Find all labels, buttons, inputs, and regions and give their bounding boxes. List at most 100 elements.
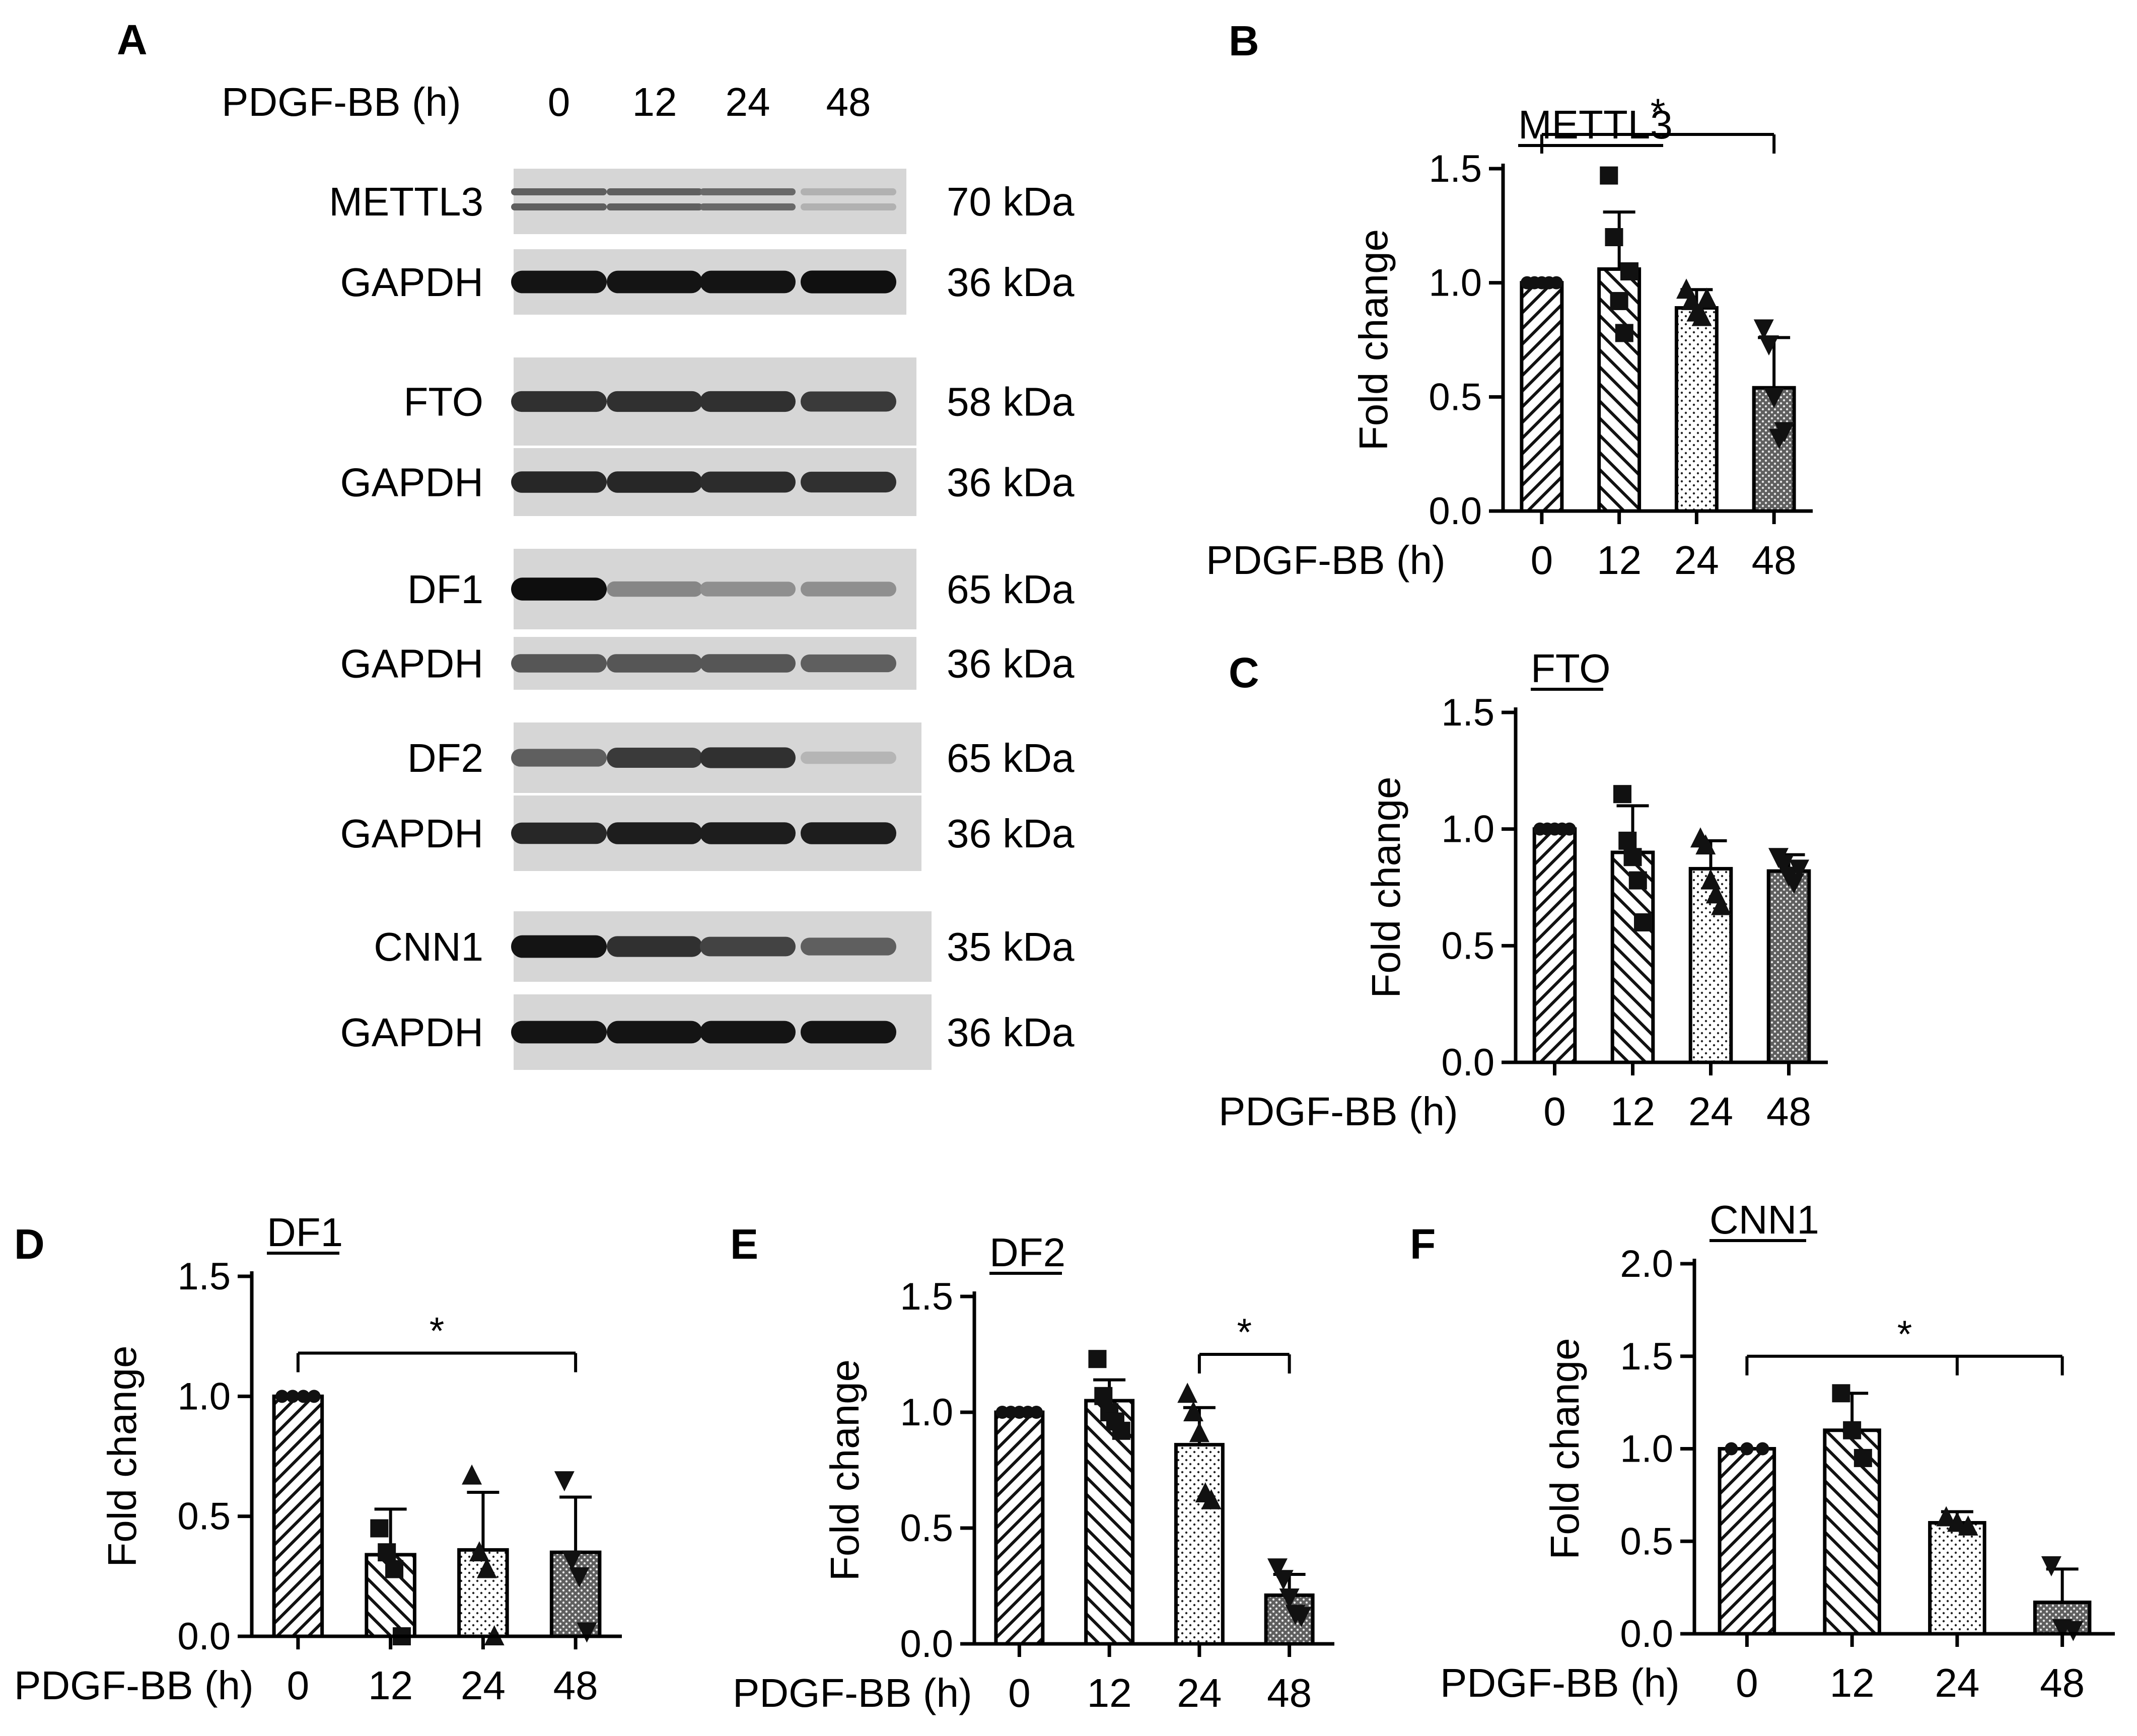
blot-band xyxy=(700,747,796,768)
data-point xyxy=(307,1390,321,1403)
blot-band xyxy=(700,822,796,844)
data-point xyxy=(1610,292,1628,310)
data-point xyxy=(1691,306,1712,326)
blot-band xyxy=(700,654,796,673)
x-tick-label: 48 xyxy=(1752,538,1797,583)
chart-panel-d: D DF1 0.0 0.5 1.0 1.5 0 12 24 48 PDGF-BB (h) Fold c… xyxy=(14,1210,622,1708)
blot-band xyxy=(801,751,896,764)
data-point xyxy=(1600,166,1618,185)
blot-band xyxy=(700,936,796,957)
y-tick-label: 0.0 xyxy=(1441,1041,1494,1084)
blot-band xyxy=(801,582,896,597)
blot-band xyxy=(511,203,607,210)
y-tick-label: 0.5 xyxy=(177,1495,231,1538)
blot-band xyxy=(511,471,607,493)
data-point xyxy=(297,1390,310,1403)
chart-title: CNN1 xyxy=(1709,1197,1819,1242)
blot-band xyxy=(511,188,607,195)
y-axis-label: Fold change xyxy=(1351,229,1396,451)
panel-letter: C xyxy=(1229,649,1259,696)
data-point xyxy=(1618,831,1637,850)
data-point xyxy=(1030,1406,1043,1419)
data-point xyxy=(1189,1422,1209,1442)
data-point xyxy=(1947,1511,1967,1532)
blot-band xyxy=(511,935,607,958)
blot-band xyxy=(801,471,896,493)
y-tick-label: 0.0 xyxy=(177,1615,231,1658)
bar-charts: B METTL3 0.0 0.5 1.0 1.5 0 12 24 48 PDGF-BB (h) Fol… xyxy=(14,17,2115,1715)
blot-band xyxy=(607,748,702,768)
x-axis-label: PDGF-BB (h) xyxy=(1219,1089,1458,1134)
blot-band xyxy=(607,822,702,844)
lane-label: 24 xyxy=(726,80,770,124)
blot-protein-label: GAPDH xyxy=(340,641,484,686)
data-point xyxy=(286,1390,300,1403)
data-point xyxy=(1832,1384,1850,1403)
blot-kda-label: 35 kDa xyxy=(947,924,1075,969)
data-point xyxy=(577,1622,597,1643)
blot-protein-label: METTL3 xyxy=(329,179,483,224)
chart-title: DF1 xyxy=(267,1210,343,1255)
y-tick-label: 1.0 xyxy=(900,1391,953,1434)
blot-band xyxy=(801,822,896,844)
data-point xyxy=(1112,1421,1130,1440)
blot-band xyxy=(511,822,607,844)
data-point xyxy=(1620,262,1639,280)
blot-band xyxy=(801,937,896,956)
blot-band xyxy=(607,188,702,195)
blot-protein-label: FTO xyxy=(403,380,483,424)
x-tick-label: 24 xyxy=(461,1663,506,1708)
y-tick-label: 1.0 xyxy=(1441,808,1494,851)
blot-band xyxy=(511,749,607,767)
y-tick-label: 0.0 xyxy=(1429,490,1482,533)
blot-protein-label: GAPDH xyxy=(340,260,484,305)
data-point xyxy=(1562,822,1576,836)
blot-band xyxy=(801,1021,896,1044)
bar xyxy=(1766,869,1811,1064)
y-tick-label: 1.0 xyxy=(1620,1428,1673,1471)
y-tick-label: 0.5 xyxy=(1620,1520,1673,1563)
blot-band xyxy=(607,391,702,412)
data-point xyxy=(1773,855,1794,876)
y-tick-label: 1.5 xyxy=(900,1275,953,1318)
data-point xyxy=(1758,335,1779,356)
x-tick-label: 12 xyxy=(1610,1089,1655,1134)
x-axis-label: PDGF-BB (h) xyxy=(1206,538,1446,583)
data-point xyxy=(1725,1442,1738,1456)
x-tick-label: 12 xyxy=(368,1663,413,1708)
data-point xyxy=(1094,1387,1113,1405)
data-point xyxy=(569,1567,590,1587)
panel-a-letter: A xyxy=(117,16,148,63)
y-axis-label: Fold change xyxy=(1364,776,1408,998)
significance-label: * xyxy=(1897,1313,1912,1356)
data-point xyxy=(1623,848,1642,866)
blot-protein-label: DF1 xyxy=(407,567,483,612)
blot-band xyxy=(801,188,896,195)
blot-band xyxy=(511,270,607,294)
x-axis-label: PDGF-BB (h) xyxy=(1440,1660,1680,1705)
data-point xyxy=(1711,895,1732,915)
bar xyxy=(457,1548,509,1638)
data-point xyxy=(469,1541,489,1562)
x-tick-label: 48 xyxy=(2040,1660,2085,1705)
blot-kda-label: 36 kDa xyxy=(947,260,1075,305)
data-point xyxy=(1854,1449,1872,1467)
y-tick-label: 2.0 xyxy=(1620,1243,1673,1285)
significance-label: * xyxy=(430,1310,445,1353)
bar xyxy=(1520,281,1564,513)
data-point xyxy=(1183,1401,1204,1421)
blot-kda-label: 36 kDa xyxy=(947,1010,1075,1055)
chart-title: FTO xyxy=(1531,646,1611,691)
blot-band xyxy=(511,391,607,412)
blot-band xyxy=(511,654,607,673)
panel-letter: B xyxy=(1229,17,1259,64)
blot-band xyxy=(801,270,896,294)
y-axis-label: Fold change xyxy=(822,1359,867,1581)
blot-kda-label: 65 kDa xyxy=(947,567,1075,612)
data-point xyxy=(476,1558,497,1578)
data-point xyxy=(1088,1350,1107,1368)
y-tick-label: 0.0 xyxy=(900,1623,953,1666)
blot-kda-label: 36 kDa xyxy=(947,641,1075,686)
treatment-label: PDGF-BB (h) xyxy=(222,80,461,124)
